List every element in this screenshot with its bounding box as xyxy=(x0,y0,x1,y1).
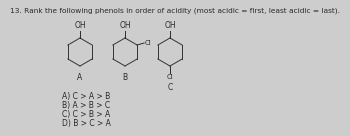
Text: D) B > C > A: D) B > C > A xyxy=(62,119,111,128)
Text: C: C xyxy=(167,83,173,92)
Text: 13. Rank the following phenols in order of acidity (most acidic = first, least a: 13. Rank the following phenols in order … xyxy=(10,7,340,13)
Text: B) A > B > C: B) A > B > C xyxy=(62,101,110,110)
Text: A: A xyxy=(77,73,83,82)
Text: OH: OH xyxy=(164,21,176,30)
Text: Cl: Cl xyxy=(167,74,173,80)
Text: OH: OH xyxy=(74,21,86,30)
Text: OH: OH xyxy=(119,21,131,30)
Text: A) C > A > B: A) C > A > B xyxy=(62,92,110,101)
Text: Cl: Cl xyxy=(145,40,152,46)
Text: C) C > B > A: C) C > B > A xyxy=(62,110,110,119)
Text: B: B xyxy=(122,73,127,82)
